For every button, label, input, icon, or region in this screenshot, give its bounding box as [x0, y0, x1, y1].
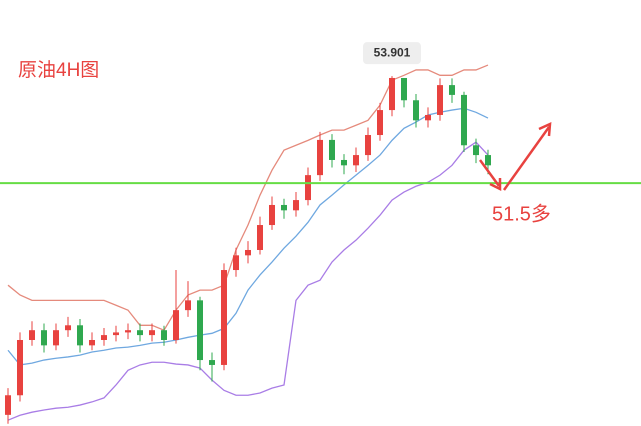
candle-body [221, 270, 227, 365]
candle-body [113, 332, 119, 336]
candle-body [29, 330, 35, 340]
candle-body [269, 204, 275, 226]
candle-body [17, 339, 23, 396]
candle-body [413, 100, 419, 121]
high-label-box [363, 42, 421, 65]
forecast-arrows [478, 121, 552, 192]
candle-body [5, 395, 11, 415]
candle-body [161, 330, 167, 340]
candle-body [485, 155, 491, 166]
candle-body [377, 110, 383, 136]
candle-body [65, 325, 71, 331]
chart-title: 原油4H图 [18, 59, 99, 81]
candle-body [281, 204, 287, 211]
candle-body [209, 360, 215, 365]
band-line [7, 107, 489, 366]
candle-body [293, 200, 299, 211]
candle-body [401, 77, 407, 101]
candle-body [41, 330, 47, 346]
candle-body [305, 175, 311, 201]
band-line [7, 64, 489, 332]
candle-body [329, 139, 335, 160]
support-label: 51.5多 [492, 202, 551, 225]
candle-body [365, 135, 371, 156]
candle-body [389, 77, 395, 111]
candle-body [89, 339, 95, 346]
candle-body [461, 94, 467, 146]
candle-body [185, 300, 191, 311]
candle-body [317, 139, 323, 176]
candle-body [353, 155, 359, 166]
candle-body [449, 85, 455, 95]
candle-body [425, 114, 431, 121]
candle-body [245, 249, 251, 256]
candle-body [197, 300, 203, 361]
candle-body [341, 159, 347, 166]
candle-body [149, 330, 155, 336]
candle-body [125, 330, 131, 333]
candle-body [137, 330, 143, 336]
candle-body [473, 145, 479, 156]
candle-body [233, 255, 239, 271]
candle-body [77, 325, 83, 346]
candle-body [173, 310, 179, 340]
candle-body [53, 330, 59, 346]
candle-body [437, 85, 443, 115]
band-line [7, 141, 489, 421]
high-label: 53.901 [374, 45, 411, 59]
candle-body [101, 335, 107, 340]
candle-body [257, 225, 263, 250]
